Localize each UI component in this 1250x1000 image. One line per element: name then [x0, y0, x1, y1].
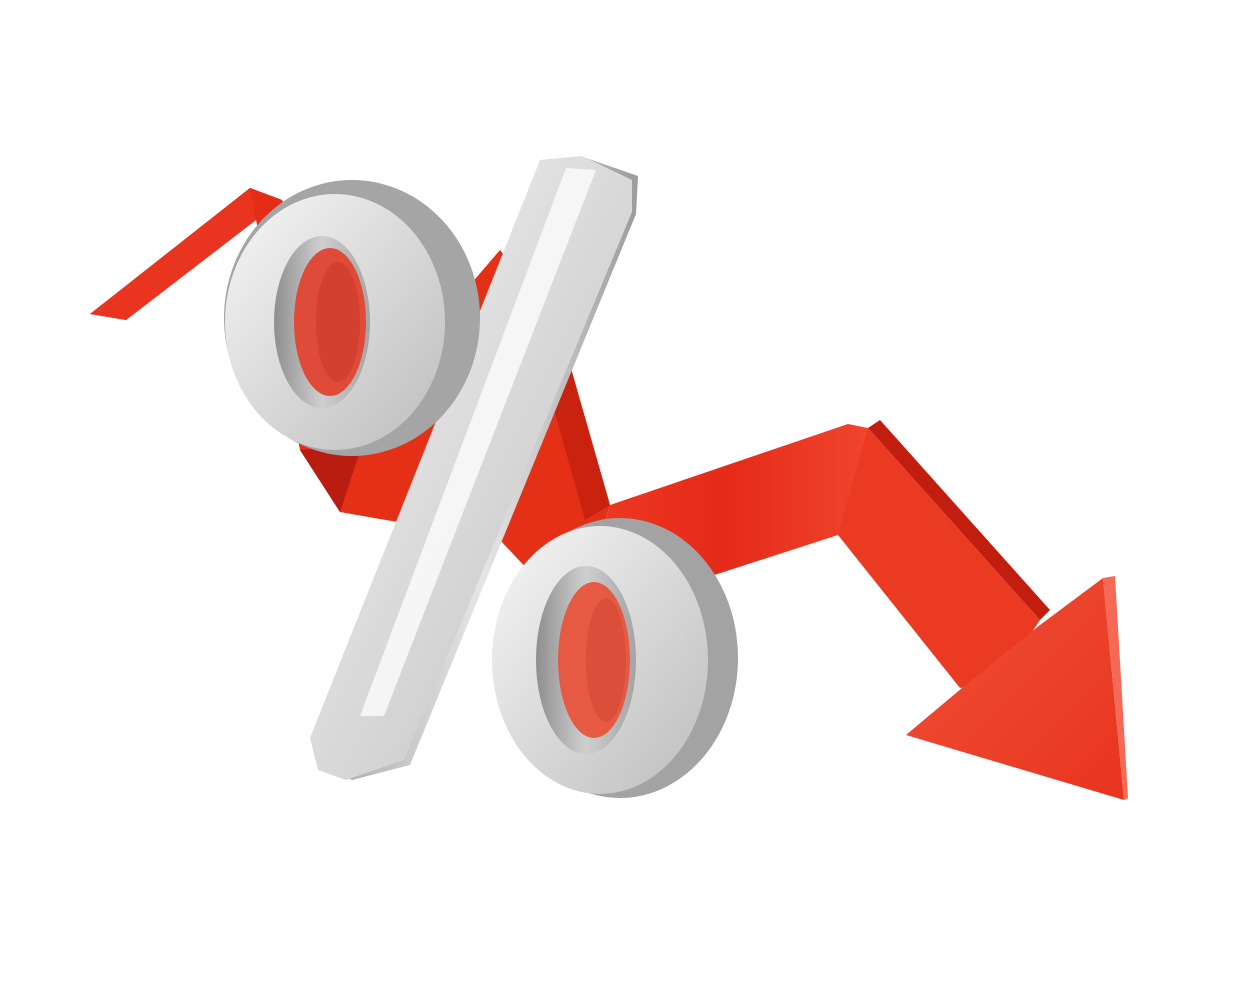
bottom-ring-hole-shade: [586, 598, 626, 722]
percent-top-ring: [224, 180, 480, 456]
arrow-head-edge: [1103, 576, 1128, 800]
arrow-drop-side: [868, 420, 1050, 620]
top-ring-hole-shade: [316, 262, 360, 382]
percent-bottom-ring: [492, 518, 738, 798]
arrow-segment-fall-2: [838, 428, 1040, 688]
arrow-head: [906, 578, 1124, 800]
percent-sign: [224, 156, 738, 798]
arrow-segment-rising: [90, 188, 282, 320]
percent-slash-highlight: [360, 168, 596, 716]
